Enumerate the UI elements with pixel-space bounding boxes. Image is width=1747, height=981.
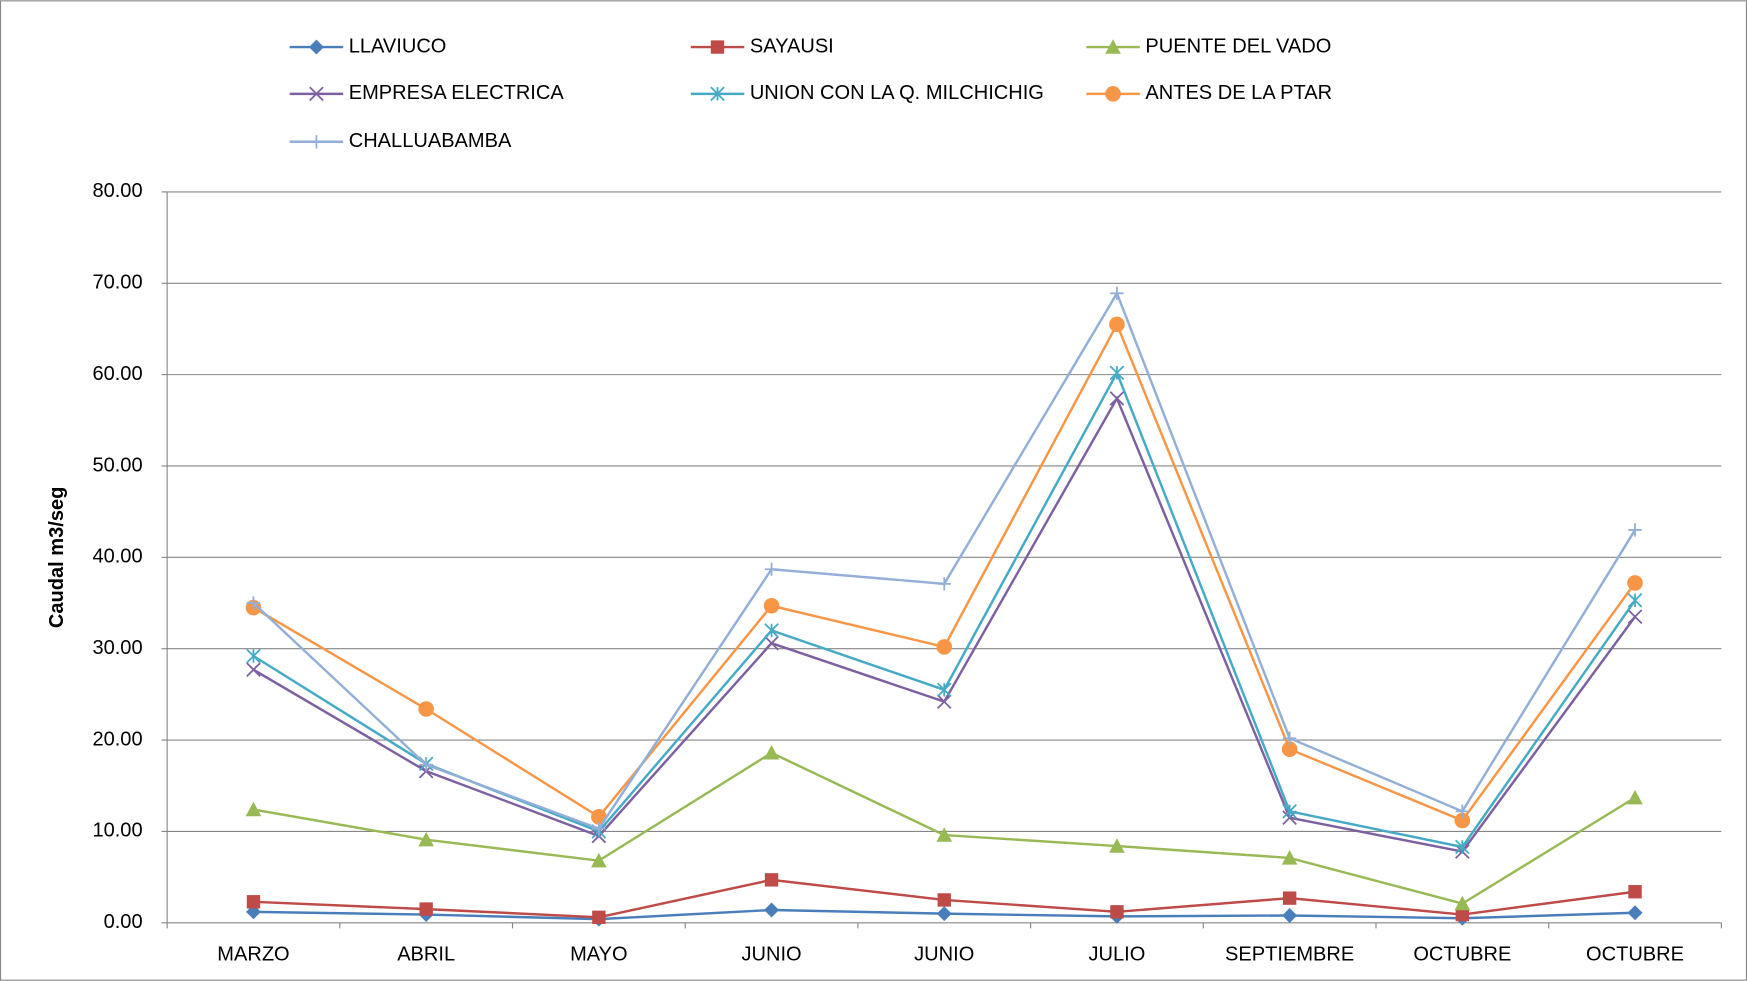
y-tick-label: 70.00 — [92, 272, 142, 294]
x-tick-label: JUNIO — [914, 943, 974, 965]
marker — [1455, 839, 1470, 855]
marker — [763, 597, 780, 614]
marker — [1627, 609, 1643, 625]
marker — [245, 801, 262, 817]
marker — [418, 701, 434, 717]
marker — [592, 910, 606, 924]
marker — [1455, 804, 1470, 819]
y-tick-label: 10.00 — [92, 820, 142, 842]
legend-label: LLAVIUCO — [349, 35, 447, 57]
marker — [936, 906, 952, 922]
marker — [1628, 885, 1642, 899]
marker — [419, 902, 433, 916]
marker — [764, 623, 779, 638]
marker — [1627, 575, 1643, 591]
marker — [763, 745, 780, 760]
marker — [1109, 316, 1125, 333]
marker — [764, 562, 779, 576]
marker — [419, 758, 433, 772]
legend-label: PUENTE DEL VADO — [1145, 35, 1331, 57]
marker — [710, 86, 725, 102]
marker — [309, 86, 324, 102]
marker — [1454, 812, 1471, 829]
marker — [1109, 838, 1125, 853]
marker — [1282, 908, 1298, 923]
marker — [309, 135, 324, 149]
marker — [764, 902, 780, 918]
x-tick-label: JUNIO — [741, 943, 801, 965]
marker — [1282, 804, 1297, 819]
marker — [1627, 789, 1643, 805]
legend-label: EMPRESA ELECTRICA — [349, 82, 565, 104]
y-tick-label: 80.00 — [92, 180, 142, 202]
x-tick-label: ABRIL — [397, 943, 455, 965]
marker — [245, 904, 261, 920]
marker — [1109, 365, 1125, 381]
marker — [764, 873, 779, 887]
marker — [1110, 286, 1124, 301]
legend-label: SAYAUSI — [750, 35, 834, 57]
marker — [246, 895, 261, 909]
marker — [246, 648, 261, 664]
y-tick-label: 0.00 — [104, 911, 143, 933]
legend-label: UNION CON LA Q. MILCHICHIG — [750, 82, 1044, 104]
marker — [937, 893, 951, 907]
marker — [710, 40, 725, 54]
y-tick-label: 30.00 — [92, 637, 142, 659]
marker — [308, 39, 324, 55]
x-tick-label: MARZO — [217, 943, 289, 965]
y-axis-label: Caudal m3/seg — [46, 487, 68, 629]
legend-label: ANTES DE LA PTAR — [1145, 82, 1332, 104]
y-tick-label: 20.00 — [92, 728, 142, 750]
marker — [764, 635, 779, 651]
y-tick-label: 40.00 — [92, 546, 142, 568]
x-tick-label: SEPTIEMBRE — [1225, 943, 1354, 965]
marker — [1628, 523, 1642, 537]
marker — [246, 596, 261, 610]
marker — [1455, 907, 1470, 922]
marker — [1627, 905, 1643, 921]
marker — [1627, 592, 1643, 608]
legend-label: CHALLUABAMBA — [349, 130, 512, 152]
marker — [1281, 741, 1298, 758]
x-tick-label: OCTUBRE — [1586, 943, 1684, 965]
marker — [936, 827, 953, 842]
y-tick-label: 50.00 — [92, 454, 142, 476]
marker — [1105, 86, 1121, 102]
marker — [936, 694, 952, 710]
marker — [1105, 39, 1121, 54]
x-tick-label: MAYO — [570, 943, 628, 965]
marker — [246, 662, 261, 678]
marker — [1282, 891, 1297, 905]
marker — [1454, 895, 1471, 911]
marker — [936, 639, 953, 655]
marker — [1110, 905, 1124, 919]
marker — [1281, 850, 1298, 865]
y-tick-label: 60.00 — [92, 363, 142, 385]
marker — [1109, 391, 1125, 406]
x-tick-label: JULIO — [1089, 943, 1146, 965]
marker — [937, 577, 951, 591]
marker — [936, 682, 952, 698]
marker — [1282, 731, 1297, 745]
marker — [592, 822, 606, 836]
marker — [418, 831, 434, 847]
x-tick-label: OCTUBRE — [1413, 943, 1511, 965]
marker — [591, 852, 607, 868]
